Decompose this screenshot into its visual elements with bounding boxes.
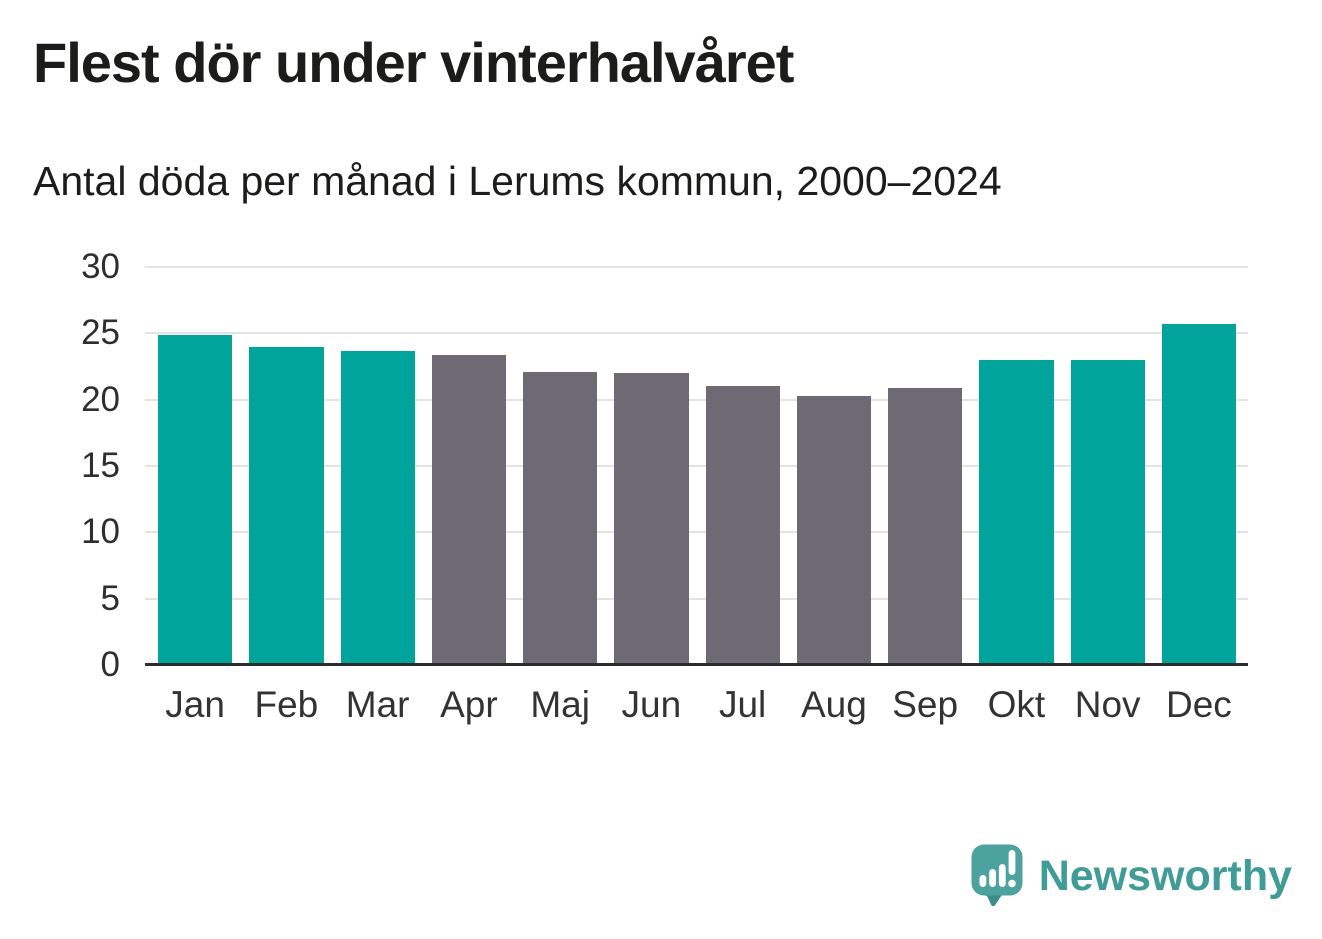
bar-nov [1070, 359, 1145, 665]
brand-name: Newsworthy [1038, 851, 1292, 900]
x-tick-mar: Mar [345, 684, 410, 725]
bar-jan [158, 334, 233, 665]
bar-feb [249, 346, 324, 665]
chart-title: Flest dör under vinterhalvåret [33, 31, 794, 94]
plot-area [145, 266, 1248, 666]
x-axis-line [145, 663, 1248, 666]
x-tick-feb: Feb [254, 684, 319, 725]
gridline-30 [145, 266, 1248, 268]
bar-maj [523, 371, 598, 665]
chart-subtitle: Antal döda per månad i Lerums kommun, 20… [33, 158, 1002, 204]
bar-okt [979, 359, 1054, 665]
x-tick-sep: Sep [892, 684, 959, 725]
bar-apr [431, 354, 506, 665]
bar-aug [796, 395, 871, 665]
y-tick-30: 30 [81, 247, 120, 286]
gridline-25 [145, 332, 1248, 335]
x-tick-jun: Jun [621, 684, 682, 725]
gridline-15 [145, 465, 1248, 467]
x-tick-jul: Jul [718, 684, 767, 725]
x-axis-tick-labels: Jan Feb Mar Apr Maj Jun Jul Aug Sep Okt Nov Dec [145, 684, 1248, 726]
bar-series [145, 267, 1248, 665]
x-tick-okt: Okt [987, 684, 1046, 725]
brand-footer: Newsworthy [971, 843, 1292, 909]
bar-jul [705, 386, 780, 665]
y-tick-20: 20 [81, 379, 120, 419]
x-tick-dec: Dec [1165, 684, 1232, 725]
y-axis-tick-labels: 0 5 10 15 20 25 30 [25, 247, 120, 684]
y-tick-25: 25 [81, 313, 120, 353]
x-tick-aug: Aug [800, 684, 867, 725]
bar-dec [1161, 324, 1236, 665]
bar-jun [614, 373, 689, 665]
newsworthy-logo-icon [971, 844, 1023, 907]
y-tick-15: 15 [81, 446, 120, 485]
gridline-10 [145, 531, 1248, 534]
x-tick-maj: Maj [530, 684, 590, 725]
x-tick-apr: Apr [440, 684, 498, 725]
y-tick-10: 10 [81, 512, 120, 552]
gridline-5 [145, 597, 1248, 600]
bar-mar [340, 350, 415, 665]
x-tick-jan: Jan [165, 684, 225, 725]
bar-sep [888, 387, 963, 665]
x-tick-nov: Nov [1074, 684, 1141, 725]
y-tick-5: 5 [100, 578, 120, 618]
gridline-20 [145, 398, 1248, 401]
y-tick-0: 0 [100, 645, 120, 684]
